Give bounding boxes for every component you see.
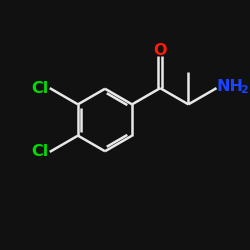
Text: Cl: Cl <box>32 80 49 96</box>
Text: 2: 2 <box>240 85 248 95</box>
Text: Cl: Cl <box>32 144 49 160</box>
Text: O: O <box>154 43 167 58</box>
Text: NH: NH <box>216 80 243 94</box>
